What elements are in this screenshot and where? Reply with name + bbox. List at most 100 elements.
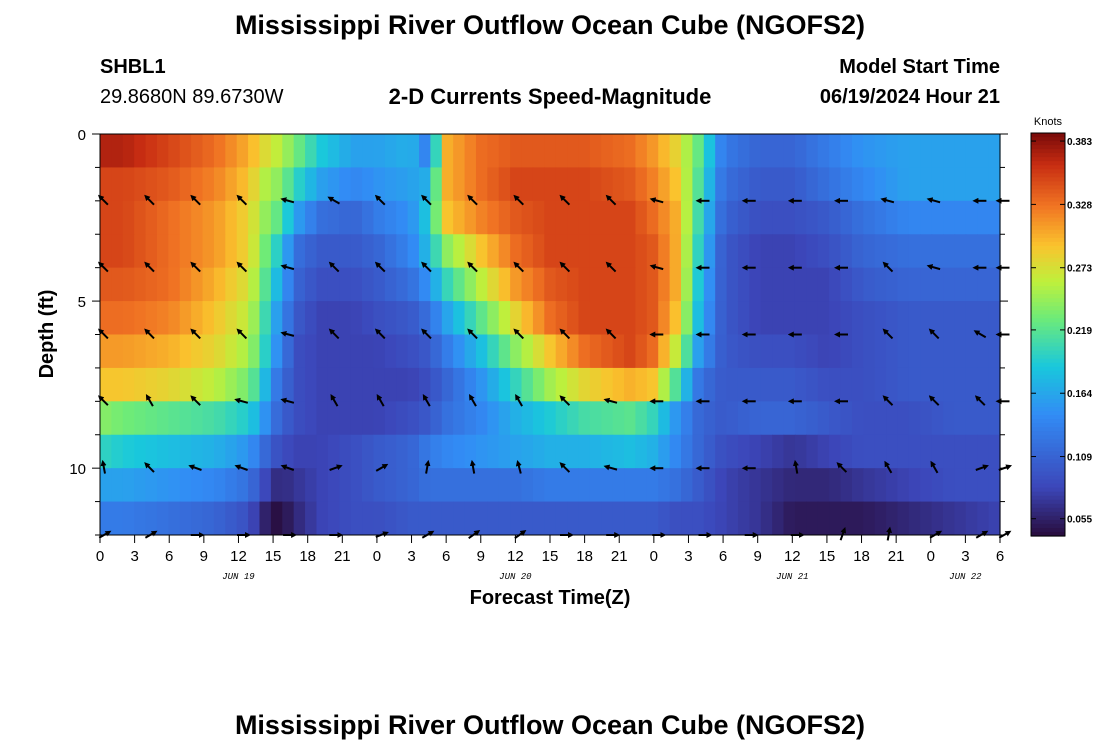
heatmap-cell xyxy=(578,267,591,302)
heatmap-cell xyxy=(191,501,204,536)
x-tick-label: 12 xyxy=(230,548,247,565)
heatmap-cell xyxy=(293,334,306,369)
heatmap-cell xyxy=(282,267,295,302)
heatmap-cell xyxy=(715,267,728,302)
heatmap-cell xyxy=(851,301,864,335)
heatmap-cell xyxy=(248,468,261,503)
heatmap-cell xyxy=(749,267,762,302)
heatmap-cell xyxy=(282,234,295,269)
heatmap-cell xyxy=(749,334,762,369)
heatmap-cell xyxy=(521,468,534,503)
heatmap-cell xyxy=(920,401,933,436)
heatmap-cell xyxy=(384,501,397,536)
heatmap-cell xyxy=(692,167,705,202)
heatmap-cell xyxy=(829,434,842,469)
heatmap-cell xyxy=(612,301,625,335)
heatmap-cell xyxy=(943,401,956,436)
heatmap-cell xyxy=(316,468,329,503)
heatmap-cell xyxy=(669,501,682,536)
heatmap-cell xyxy=(726,434,739,469)
x-axis-label: Forecast Time(Z) xyxy=(470,587,631,609)
heatmap-cell xyxy=(521,134,534,168)
heatmap-cell xyxy=(749,200,762,235)
heatmap-cell xyxy=(726,234,739,269)
heatmap-cell xyxy=(931,167,944,202)
heatmap-cell xyxy=(487,134,500,168)
heatmap-cell xyxy=(327,367,340,402)
heatmap-cell xyxy=(578,501,591,536)
heatmap-cell xyxy=(783,401,796,436)
x-tick-label: 9 xyxy=(754,548,762,565)
heatmap-cell xyxy=(236,401,249,436)
heatmap-cell xyxy=(794,401,807,436)
colorbar-segment xyxy=(1031,358,1065,364)
heatmap-cell xyxy=(213,367,226,402)
heatmap-cell xyxy=(339,200,352,235)
heatmap-cell xyxy=(863,401,876,436)
heatmap-cell xyxy=(840,401,853,436)
heatmap-cell xyxy=(874,234,887,269)
heatmap-cell xyxy=(430,367,443,402)
colorbar-segment xyxy=(1031,217,1065,223)
heatmap-cell xyxy=(498,367,511,402)
heatmap-cell xyxy=(487,301,500,335)
heatmap-cell xyxy=(407,234,420,269)
heatmap-cell xyxy=(396,367,409,402)
heatmap-cell xyxy=(544,468,557,503)
x-tick-label: 6 xyxy=(996,548,1004,565)
heatmap-cell xyxy=(715,468,728,503)
heatmap-cell xyxy=(544,267,557,302)
current-vector-arrow xyxy=(884,460,893,474)
heatmap-cell xyxy=(931,501,944,536)
colorbar-segment xyxy=(1031,257,1065,263)
heatmap-cell xyxy=(977,267,990,302)
heatmap-cell xyxy=(225,134,238,168)
heatmap-cell xyxy=(886,367,899,402)
heatmap-cell xyxy=(908,401,921,436)
heatmap-cell xyxy=(156,434,169,469)
heatmap-cell xyxy=(202,367,215,402)
heatmap-cell xyxy=(612,468,625,503)
heatmap-cell xyxy=(373,468,386,503)
heatmap-cell xyxy=(817,200,830,235)
heatmap-cell xyxy=(270,134,283,168)
heatmap-cell xyxy=(487,267,500,302)
heatmap-cell xyxy=(829,468,842,503)
current-vector-arrow xyxy=(926,264,941,271)
heatmap-cell xyxy=(578,401,591,436)
heatmap-cell xyxy=(145,434,158,469)
colorbar-segment xyxy=(1031,185,1065,191)
heatmap-cell xyxy=(943,167,956,202)
heatmap-cell xyxy=(646,434,659,469)
heatmap-cell xyxy=(840,267,853,302)
colorbar-segment xyxy=(1031,294,1065,299)
heatmap-cell xyxy=(635,434,648,469)
heatmap-cell xyxy=(544,367,557,402)
heatmap-cell xyxy=(282,334,295,369)
current-vector-arrow xyxy=(236,328,248,340)
colorbar-segment xyxy=(1031,334,1065,340)
heatmap-cell xyxy=(840,234,853,269)
heatmap-cell xyxy=(726,334,739,369)
current-vector-arrow xyxy=(236,194,248,206)
heatmap-cell xyxy=(692,367,705,402)
heatmap-cell xyxy=(270,200,283,235)
heatmap-cell xyxy=(236,501,249,536)
heatmap-cell xyxy=(441,267,454,302)
heatmap-cell xyxy=(783,200,796,235)
colorbar-segment xyxy=(1031,507,1065,513)
heatmap-cell xyxy=(897,134,910,168)
heatmap-cell xyxy=(350,200,363,235)
heatmap-cell xyxy=(373,234,386,269)
heatmap-cell xyxy=(908,200,921,235)
heatmap-cell xyxy=(100,134,112,168)
heatmap-cell xyxy=(407,134,420,168)
heatmap-cell xyxy=(521,301,534,335)
heatmap-cell xyxy=(350,501,363,536)
heatmap-cell xyxy=(453,267,466,302)
heatmap-cell xyxy=(760,367,773,402)
heatmap-cell xyxy=(384,167,397,202)
heatmap-cell xyxy=(100,401,112,436)
heatmap-cell xyxy=(248,301,261,335)
current-vector-arrow xyxy=(469,459,476,474)
